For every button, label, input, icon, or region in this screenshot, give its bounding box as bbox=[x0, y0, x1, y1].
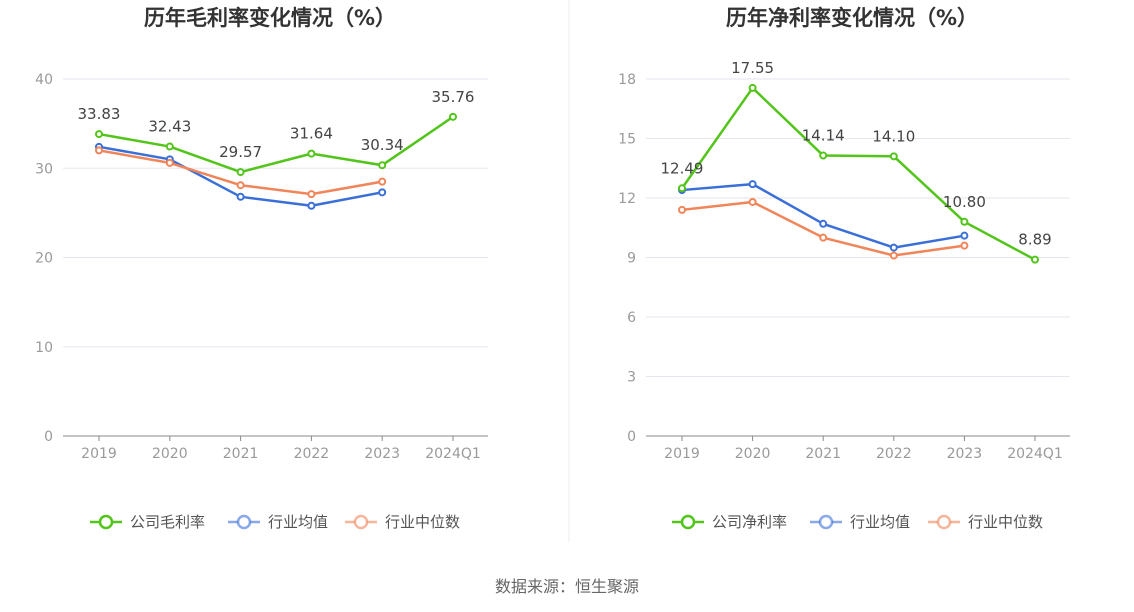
x-tick-label: 2019 bbox=[81, 446, 117, 462]
legend-swatch-marker bbox=[353, 514, 369, 530]
data-point bbox=[889, 152, 898, 161]
data-label: 30.34 bbox=[361, 136, 404, 154]
legend-swatch-marker bbox=[98, 514, 114, 530]
data-point bbox=[236, 192, 245, 201]
legend-label: 行业均值 bbox=[850, 513, 910, 531]
data-point bbox=[95, 146, 103, 155]
x-tick-label: 2020 bbox=[152, 446, 188, 462]
y-tick-label: 0 bbox=[44, 429, 53, 445]
data-label: 8.89 bbox=[1018, 231, 1051, 249]
data-point bbox=[378, 188, 387, 197]
data-point bbox=[1031, 255, 1039, 264]
legend-item: 公司毛利率 bbox=[90, 513, 205, 531]
data-point bbox=[819, 233, 828, 242]
x-tick-label: 2022 bbox=[876, 446, 912, 462]
series-company: 12.49 17.55 14.14 14.10 10.80 8.89 bbox=[661, 59, 1052, 264]
x-tick-label: 2019 bbox=[664, 446, 700, 462]
data-point bbox=[165, 142, 174, 151]
data-point bbox=[95, 130, 103, 139]
data-label: 29.57 bbox=[219, 143, 262, 161]
legend-label: 行业中位数 bbox=[385, 513, 460, 531]
data-label: 17.55 bbox=[731, 59, 774, 77]
data-point bbox=[960, 231, 969, 240]
y-tick-label: 3 bbox=[627, 370, 636, 386]
y-tick-label: 40 bbox=[35, 72, 53, 88]
series-company: 33.83 32.43 29.57 31.64 30.34 35.76 bbox=[78, 88, 475, 177]
legend-swatch-marker bbox=[236, 514, 252, 530]
data-label: 14.14 bbox=[802, 127, 845, 145]
legend-label: 公司净利率 bbox=[712, 513, 787, 531]
x-tick-label: 2022 bbox=[294, 446, 330, 462]
data-point bbox=[307, 149, 316, 158]
legend-swatch-marker bbox=[680, 514, 696, 530]
data-point bbox=[678, 184, 686, 193]
series-line bbox=[681, 200, 965, 257]
data-point bbox=[236, 168, 245, 177]
chart-panel-1: 历年毛利率变化情况（%） 0 10 20 30 40 2019 2020 2021 2022 202… bbox=[35, 6, 488, 531]
data-point bbox=[748, 197, 757, 206]
data-label: 33.83 bbox=[78, 105, 121, 123]
data-point bbox=[819, 151, 828, 160]
y-tick-label: 12 bbox=[618, 191, 636, 207]
data-label: 32.43 bbox=[148, 118, 191, 136]
legend-label: 行业中位数 bbox=[968, 513, 1043, 531]
legend-item: 行业中位数 bbox=[345, 513, 460, 531]
data-point bbox=[960, 241, 969, 250]
data-point bbox=[236, 181, 245, 190]
chart-title: 历年净利率变化情况（%） bbox=[726, 6, 978, 30]
legend-item: 公司净利率 bbox=[672, 513, 787, 531]
series-industry-median bbox=[678, 197, 969, 260]
data-point bbox=[889, 243, 898, 252]
legend-label: 行业均值 bbox=[268, 513, 328, 531]
data-point bbox=[819, 219, 828, 228]
chart-title: 历年毛利率变化情况（%） bbox=[144, 6, 396, 30]
legend-label: 公司毛利率 bbox=[130, 513, 205, 531]
legend-item: 行业均值 bbox=[228, 513, 328, 531]
x-tick-label: 2021 bbox=[223, 446, 259, 462]
chart-panel-2: 历年净利率变化情况（%） 0 3 6 9 12 15 18 2019 2020 2021 2022 20… bbox=[618, 6, 1070, 531]
data-source-note: 数据来源：恒生聚源 bbox=[495, 577, 639, 596]
data-label: 14.10 bbox=[872, 127, 915, 145]
x-tick-label: 2020 bbox=[735, 446, 771, 462]
y-tick-label: 20 bbox=[35, 251, 53, 267]
data-point bbox=[748, 180, 757, 189]
y-tick-label: 30 bbox=[35, 161, 53, 177]
y-tick-label: 0 bbox=[627, 429, 636, 445]
x-tick-label: 2021 bbox=[805, 446, 841, 462]
series-line bbox=[680, 86, 1036, 261]
x-tick-label: 2023 bbox=[947, 446, 983, 462]
legend-item: 行业均值 bbox=[810, 513, 910, 531]
y-tick-label: 10 bbox=[35, 340, 53, 356]
data-label: 31.64 bbox=[290, 125, 333, 143]
x-tick-label: 2024Q1 bbox=[425, 446, 481, 462]
x-tick-label: 2024Q1 bbox=[1007, 446, 1063, 462]
data-label: 12.49 bbox=[661, 159, 704, 177]
data-label: 10.80 bbox=[943, 193, 986, 211]
y-tick-label: 18 bbox=[618, 72, 636, 88]
y-tick-label: 6 bbox=[627, 310, 636, 326]
y-tick-label: 15 bbox=[618, 132, 636, 148]
series-line bbox=[98, 115, 454, 174]
y-tick-label: 9 bbox=[627, 251, 636, 267]
x-tick-label: 2023 bbox=[364, 446, 400, 462]
legend-item: 行业中位数 bbox=[928, 513, 1043, 531]
series-industry-median bbox=[95, 146, 387, 199]
data-point bbox=[449, 112, 457, 121]
data-label: 35.76 bbox=[432, 88, 475, 106]
data-point bbox=[678, 205, 686, 214]
data-point bbox=[307, 201, 316, 210]
data-point bbox=[748, 83, 757, 92]
data-point bbox=[960, 217, 969, 226]
legend-swatch-marker bbox=[818, 514, 834, 530]
data-point bbox=[307, 190, 316, 199]
data-point bbox=[378, 177, 387, 186]
data-point bbox=[889, 251, 898, 260]
legend-swatch-marker bbox=[936, 514, 952, 530]
data-point bbox=[378, 161, 387, 170]
data-point bbox=[165, 158, 174, 167]
